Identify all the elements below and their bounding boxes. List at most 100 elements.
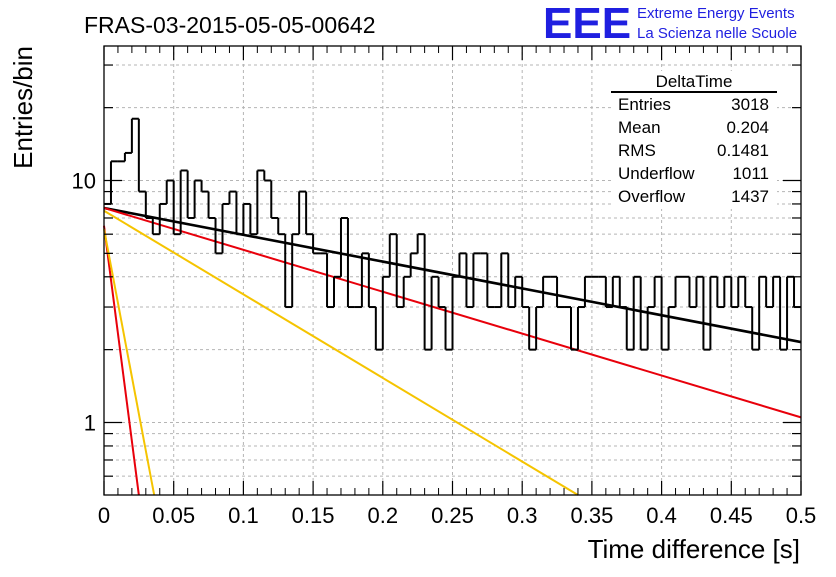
histogram-bin [172,180,181,236]
histogram-bin [270,180,279,219]
histogram-bin [604,276,613,309]
histogram-bin [702,276,711,351]
y-tick-label: 10 [72,169,96,194]
logo-line2: La Scienza nelle Scuole [637,25,797,42]
histogram-bin [228,190,237,204]
histogram-bin [751,307,760,351]
histogram-bin [388,233,397,277]
histogram-bin [618,276,627,309]
histogram-bin [214,217,223,255]
histogram-bin [758,275,767,350]
stats-row: Mean 0.204 [618,118,769,137]
histogram-bin [144,191,153,219]
stats-value: 1011 [732,164,769,183]
histogram-bin [451,275,460,350]
histogram-bin [249,203,258,236]
y-tick-label: 1 [84,411,96,436]
histogram-bin [772,275,781,308]
stats-row: Entries 3018 [618,95,769,114]
stats-rows: Entries 3018 Mean 0.204 RMS 0.1481 Underflow 10… [618,95,769,206]
stats-title: DeltaTime [656,72,733,91]
histogram-bin [500,252,509,308]
histogram-bin [744,276,753,309]
axis-ticks [103,46,802,495]
histogram-bin [660,276,669,351]
fit-line-4 [103,225,140,496]
histogram-bin [284,234,293,309]
logo-mark: EEE [543,0,631,48]
histogram-bin [291,233,300,308]
histogram-bin [632,275,641,350]
x-tick-label: 0.45 [710,503,753,528]
x-tick-labels: 0 0.05 0.1 0.15 0.2 0.25 0.3 0.35 0.4 0.45 0.5 [98,503,816,528]
histogram-bin [444,307,453,351]
histogram-bin [674,275,683,308]
x-axis-label: Time difference [s] [588,534,800,564]
histogram-bin [730,276,739,309]
x-tick-label: 0.05 [152,503,195,528]
histogram-bin [779,276,788,351]
histogram-bin [569,307,578,351]
stats-label: Entries [618,95,671,114]
histogram-bin [542,275,551,308]
histogram-bin [458,252,467,277]
histogram-bin [374,307,383,351]
histogram-bin [137,118,146,193]
histogram-bin [326,253,335,309]
histogram-bin [339,216,348,277]
histogram-bin [625,307,634,351]
histogram-bin [437,276,446,309]
histogram-bin [333,275,341,308]
histogram-bin [416,233,425,254]
y-tick-labels: 1 10 [72,169,96,436]
x-tick-label: 0.1 [228,503,259,528]
histogram-bin [235,191,244,236]
histogram-bin [646,306,655,350]
stats-value: 0.204 [726,118,769,137]
histogram-bin [395,234,404,309]
x-tick-label: 0.2 [368,503,399,528]
histogram-bin [346,217,355,309]
histogram-bin [465,253,474,309]
fit-line-1 [103,206,802,344]
histogram-bin [381,275,390,350]
stats-box: DeltaTime Entries 3018 Mean 0.204 RMS 0.1481 U… [611,71,777,209]
histogram-bin [765,276,774,309]
histogram-bin [688,276,697,309]
fit-line-5 [103,228,156,496]
histogram-bin [639,276,648,351]
chart-title: FRAS-03-2015-05-05-00642 [84,12,376,38]
x-tick-label: 0.3 [507,503,538,528]
histogram-bin [653,275,662,308]
stats-row: Underflow 1011 [618,164,769,183]
histogram-bin [277,217,286,236]
x-tick-label: 0.25 [431,503,474,528]
histogram-bin [409,252,418,277]
stats-label: Overflow [618,187,686,206]
histogram-bin [179,169,188,235]
histogram-bin [535,306,544,350]
histogram-bin [521,276,530,309]
histogram-bin [430,275,439,350]
histogram-bin [723,275,732,308]
histogram-bin [151,217,160,236]
histogram-bin [556,276,565,309]
stats-value: 1437 [731,187,769,206]
stats-label: Underflow [618,164,695,183]
histogram-bin [528,307,537,351]
histogram-bin [186,170,195,219]
histogram-bin [486,253,495,309]
x-tick-label: 0.15 [292,503,335,528]
histogram-bin [507,253,516,309]
histogram-bin [193,179,202,218]
histogram-bin [611,275,620,308]
histogram-bin [472,252,481,308]
histogram-bin [576,306,585,350]
stats-value: 0.1481 [717,141,769,160]
histogram-bin [695,275,704,308]
histogram-bin [305,191,314,236]
histogram [104,117,801,351]
x-tick-label: 0.4 [646,503,677,528]
histogram-bin [158,202,167,235]
histogram-bin [242,202,251,235]
